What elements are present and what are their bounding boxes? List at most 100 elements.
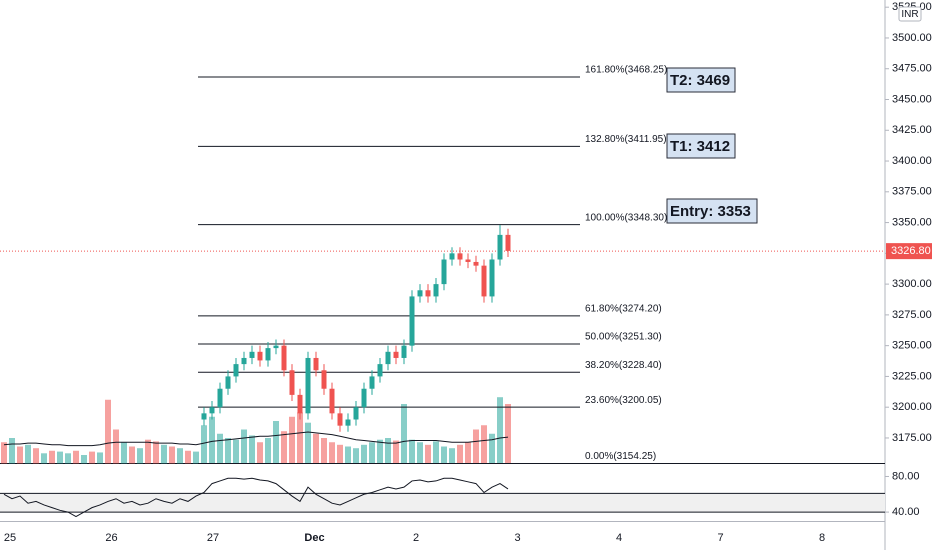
candle-body	[353, 407, 359, 420]
candle-body	[425, 290, 431, 297]
x-tick-label: 3	[514, 532, 520, 544]
volume-bar	[169, 446, 175, 464]
volume-bar	[449, 448, 455, 464]
volume-bar	[185, 450, 191, 464]
candle-body	[201, 413, 207, 420]
volume-bar	[89, 451, 95, 464]
candle-body	[249, 351, 255, 358]
y-tick-label: 3400.00	[892, 155, 932, 167]
volume-bar	[105, 399, 111, 464]
fib-label: 50.00%(3251.30)	[585, 332, 662, 343]
volume-bar	[425, 444, 431, 464]
y-tick-label: 3450.00	[892, 93, 932, 105]
volume-bar	[57, 451, 63, 464]
candle-body	[217, 388, 223, 408]
volume-bar	[265, 438, 271, 464]
y-tick-label: 3375.00	[892, 186, 932, 198]
candle-body	[209, 407, 215, 414]
fib-label: 61.80%(3274.20)	[585, 304, 662, 315]
candle-body	[505, 234, 511, 251]
annotation: T2: 3469	[670, 72, 730, 89]
y-tick-label: 3250.00	[892, 340, 932, 352]
fib-label: 161.80%(3468.25)	[585, 65, 667, 76]
volume-bar	[345, 446, 351, 464]
y-tick-label: 3350.00	[892, 216, 932, 228]
candle-body	[433, 284, 439, 297]
volume-bar	[377, 439, 383, 464]
volume-bar	[65, 453, 71, 464]
volume-bar	[25, 444, 31, 464]
y-tick-label: 3225.00	[892, 370, 932, 382]
volume-bar	[465, 442, 471, 464]
volume-bar	[305, 422, 311, 464]
candle-body	[497, 234, 503, 260]
volume-bar	[209, 416, 215, 464]
volume-bar	[385, 438, 391, 464]
volume-bar	[73, 450, 79, 464]
fib-label: 38.20%(3228.40)	[585, 360, 662, 371]
fib-label: 23.60%(3200.05)	[585, 395, 662, 406]
volume-bar	[233, 439, 239, 464]
volume-bar	[369, 442, 375, 464]
x-tick-label: 4	[616, 532, 622, 544]
x-tick-label: 25	[4, 532, 16, 544]
candle-body	[297, 394, 303, 414]
y-tick-label: 3500.00	[892, 32, 932, 44]
volume-bar	[473, 429, 479, 464]
candle-body	[417, 290, 423, 297]
x-tick-label: 27	[207, 532, 219, 544]
annotation-box	[666, 67, 736, 93]
x-tick-label: 8	[819, 532, 825, 544]
volume-bar	[17, 446, 23, 464]
fib-label: 0.00%(3154.25)	[585, 451, 656, 462]
volume-bar	[129, 446, 135, 464]
volume-bar	[241, 429, 247, 464]
annotation-box	[666, 133, 736, 159]
y-tick-label: 3475.00	[892, 63, 932, 75]
volume-bar	[217, 433, 223, 464]
candle-body	[241, 357, 247, 365]
candle-body	[449, 253, 455, 260]
candle-body	[489, 259, 495, 297]
rsi-line	[3, 477, 509, 518]
volume-bar	[409, 439, 415, 464]
volume-bar	[417, 442, 423, 464]
volume-bar	[137, 448, 143, 464]
volume-bar	[145, 439, 151, 464]
fib-label: 100.00%(3348.30)	[585, 212, 667, 223]
volume-bar	[9, 438, 15, 464]
volume-bar	[281, 431, 287, 464]
x-tick-label: Dec	[304, 532, 324, 544]
candle-body	[377, 364, 383, 377]
volume-bar	[361, 444, 367, 464]
volume-bar	[97, 452, 103, 464]
volume-bar	[433, 441, 439, 464]
rsi-tick-label: 40.00	[892, 506, 920, 518]
candle-body	[273, 345, 279, 349]
volume-bar	[249, 435, 255, 464]
volume-bar	[313, 433, 319, 464]
x-tick-label: 7	[717, 532, 723, 544]
volume-bar	[273, 421, 279, 464]
volume-bar	[177, 448, 183, 464]
candle-body	[233, 364, 239, 377]
volume-bar	[441, 446, 447, 464]
annotation: Entry: 3353	[670, 203, 751, 220]
candle-body	[393, 351, 399, 358]
volume-bar	[505, 404, 511, 464]
volume-bar	[201, 425, 207, 464]
volume-bar	[401, 404, 407, 464]
candle-body	[337, 413, 343, 426]
volume-bar	[121, 442, 127, 464]
candle-body	[225, 376, 231, 389]
volume-bar	[41, 453, 47, 464]
candle-body	[441, 259, 447, 285]
y-tick-label: 3425.00	[892, 124, 932, 136]
volume-bar	[225, 438, 231, 464]
candle-body	[345, 419, 351, 426]
annotation-box	[666, 198, 758, 224]
y-tick-label: 3175.00	[892, 432, 932, 444]
candle-body	[481, 265, 487, 297]
x-tick-label: 26	[105, 532, 117, 544]
